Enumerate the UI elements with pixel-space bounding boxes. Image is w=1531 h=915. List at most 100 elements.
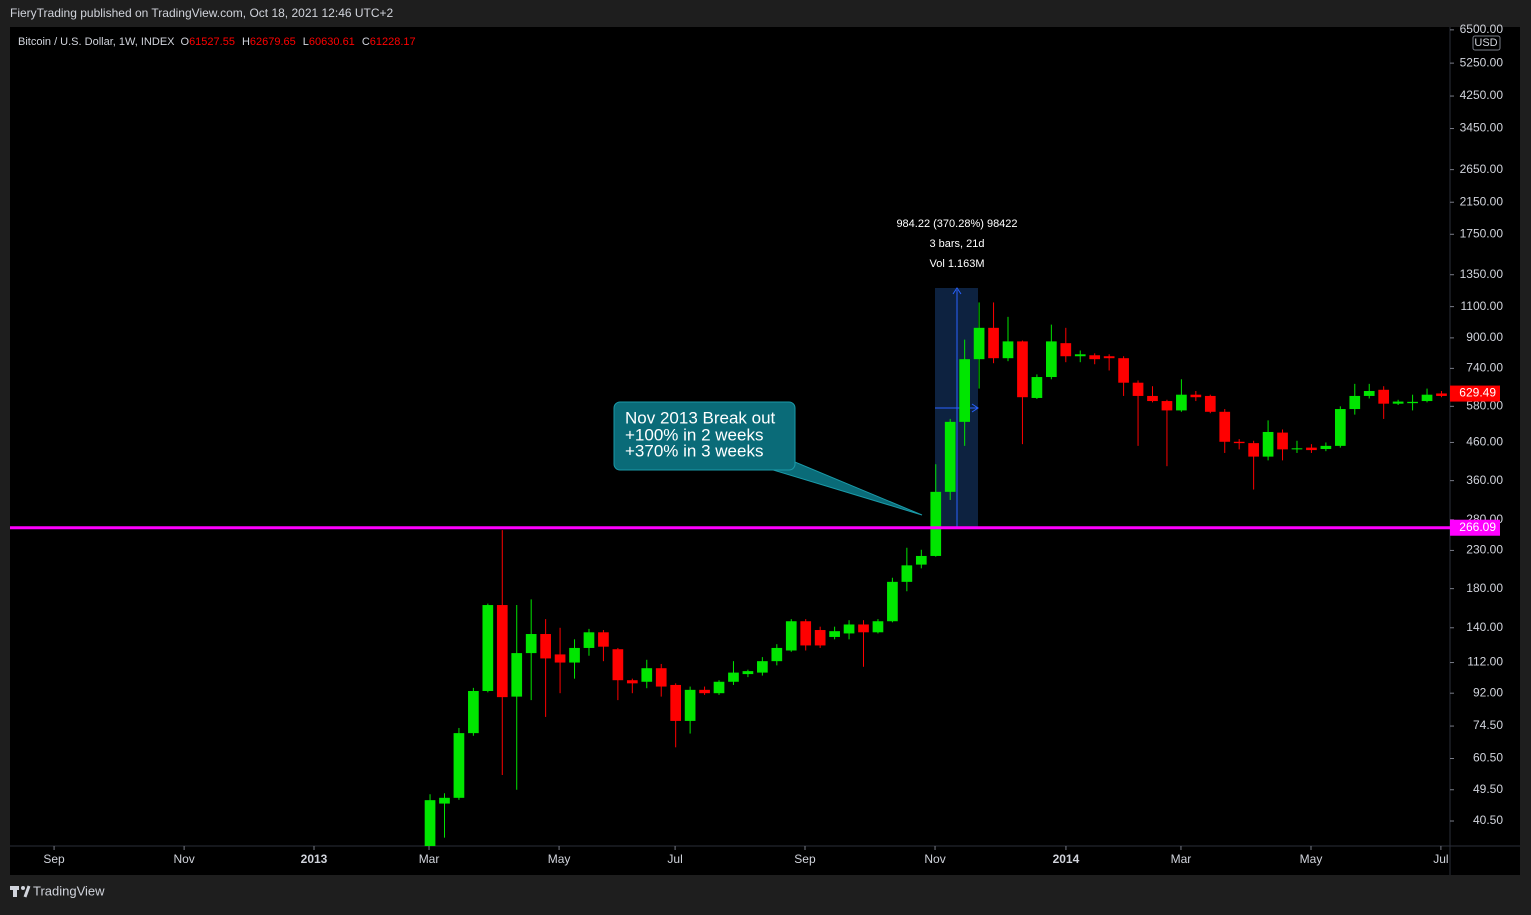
x-tick-label: May: [548, 852, 571, 866]
candle-body: [1147, 395, 1158, 402]
candle-body: [1031, 377, 1043, 398]
header-text: FieryTrading published on TradingView.co…: [10, 6, 394, 20]
x-tick-label: Nov: [173, 852, 194, 866]
candle-body: [511, 653, 523, 697]
x-tick-label: Mar: [1171, 852, 1192, 866]
candle-body: [1334, 409, 1346, 446]
ohlc-value: 61527.55: [189, 36, 235, 48]
callout-text: +370% in 3 weeks: [625, 441, 763, 460]
candle-body: [670, 684, 682, 721]
ohlc-label: O: [181, 36, 190, 48]
candle-body: [757, 661, 768, 673]
y-tick-label: 92.00: [1473, 685, 1503, 699]
x-tick-label: Nov: [924, 852, 945, 866]
candle-body: [496, 605, 508, 698]
y-tick-label: 230.00: [1466, 543, 1503, 557]
candle-body: [699, 689, 710, 694]
candle-body: [1320, 445, 1332, 450]
callout-text: Nov 2013 Break out: [625, 408, 776, 427]
candle-body: [1248, 443, 1259, 457]
x-tick-label: May: [1300, 852, 1323, 866]
candle-body: [1262, 431, 1274, 457]
x-tick-label: Mar: [419, 852, 440, 866]
candle-body: [915, 555, 927, 565]
candle-body: [1392, 401, 1404, 404]
candle-body: [1349, 395, 1361, 410]
y-tick-label: 140.00: [1466, 620, 1503, 634]
measure-text: Vol 1.163M: [929, 258, 984, 270]
y-tick-label: 460.00: [1466, 435, 1503, 449]
ohlc-label: C: [362, 36, 370, 48]
measure-text: 984.22 (370.28%) 98422: [896, 218, 1017, 230]
candle-body: [1132, 382, 1144, 396]
candle-body: [814, 630, 826, 646]
x-tick-label: Jul: [667, 852, 682, 866]
candle-body: [569, 647, 580, 663]
logo: [10, 885, 31, 898]
y-tick-label: 112.00: [1467, 655, 1503, 669]
candle-body: [1017, 341, 1028, 398]
level-label-box: [1450, 519, 1500, 536]
candle-body: [1421, 394, 1433, 402]
candle-body: [1074, 354, 1086, 357]
candle-body: [453, 733, 465, 798]
measure-text: 3 bars, 21d: [929, 238, 984, 250]
y-tick-label: 1100.00: [1461, 299, 1504, 313]
y-tick-label: 6500.00: [1460, 22, 1504, 36]
candle-body: [1436, 393, 1447, 396]
candle-body: [554, 654, 566, 663]
ohlc-label: L: [303, 36, 309, 48]
candle-body: [1089, 355, 1101, 360]
candle-body: [988, 327, 999, 359]
ohlc-value: 61228.17: [370, 36, 416, 48]
symbol: Bitcoin / U.S. Dollar, 1W, INDEX: [18, 36, 175, 48]
candles: [424, 302, 1447, 846]
ohlc-value: 60630.61: [309, 36, 355, 48]
candle-body: [1277, 432, 1288, 450]
ohlc-label: H: [242, 36, 250, 48]
y-tick-label: 2650.00: [1460, 162, 1504, 176]
candle-body: [1306, 447, 1317, 451]
x-tick-label: 2014: [1053, 852, 1080, 866]
y-tick-label: 580.00: [1466, 399, 1503, 413]
currency-box: [1472, 35, 1501, 51]
candle-body: [930, 491, 942, 556]
candle-body: [1407, 401, 1418, 404]
y-tick-label: 3450.00: [1460, 121, 1504, 135]
level-label: 266.09: [1459, 520, 1496, 534]
x-tick-label: Sep: [794, 852, 816, 866]
candle-body: [887, 581, 898, 622]
candle-body: [973, 327, 985, 360]
measure-arrowhead: [971, 403, 979, 413]
candle-body: [583, 632, 595, 648]
y-tick-label: 40.50: [1473, 813, 1503, 827]
candle-body: [785, 621, 797, 651]
x-tick-label: Sep: [43, 852, 65, 866]
y-tick-label: 60.50: [1473, 751, 1503, 765]
x-tick-label: Jul: [1433, 852, 1448, 866]
candle-body: [1363, 390, 1375, 396]
candle-body: [1378, 389, 1390, 404]
candle-body: [1219, 411, 1231, 442]
footer-brand: TradingView: [33, 883, 105, 898]
last-price-label: 629.49: [1459, 386, 1496, 400]
candle-body: [598, 632, 609, 647]
y-tick-label: 360.00: [1466, 473, 1503, 487]
currency: USD: [1474, 37, 1497, 49]
candle-body: [626, 680, 638, 684]
candle-body: [540, 634, 551, 659]
y-tick-label: 900.00: [1466, 330, 1503, 344]
candle-body: [800, 621, 812, 646]
callout-text: +100% in 2 weeks: [625, 425, 763, 444]
y-tick-label: 74.50: [1473, 718, 1503, 732]
y-tick-label: 740.00: [1466, 361, 1503, 375]
candle-body: [1060, 343, 1072, 357]
y-tick-label: 5250.00: [1460, 55, 1504, 69]
candle-body: [684, 689, 696, 721]
last-price-box: [1450, 385, 1500, 402]
y-tick-label: 4250.00: [1460, 88, 1504, 102]
candle-body: [1118, 358, 1129, 383]
candle-body: [525, 634, 537, 654]
